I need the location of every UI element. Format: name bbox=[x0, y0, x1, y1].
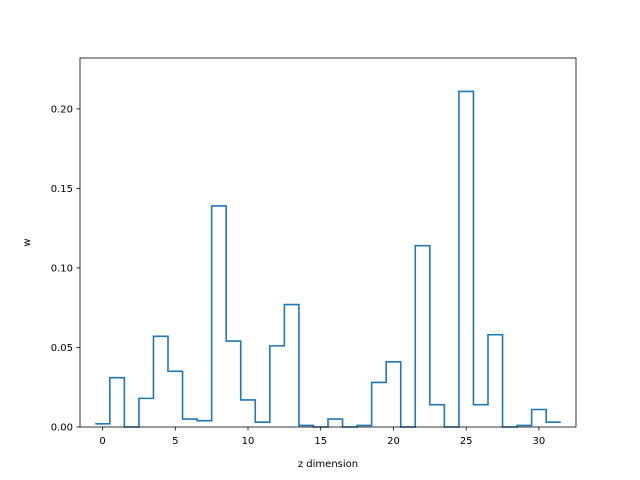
axes-frame bbox=[79, 57, 577, 428]
x-axis-label: z dimension bbox=[298, 459, 358, 470]
x-tick-label: 20 bbox=[387, 436, 400, 447]
x-tick-label: 10 bbox=[242, 436, 255, 447]
y-tick-label: 0.10 bbox=[51, 263, 73, 274]
x-tick-label: 5 bbox=[172, 436, 178, 447]
y-tick-label: 0.20 bbox=[51, 104, 73, 115]
x-tick-label: 25 bbox=[460, 436, 473, 447]
y-tick-label: 0.15 bbox=[51, 184, 73, 195]
y-axis-label: w bbox=[22, 238, 33, 246]
series-0-step-line bbox=[95, 90, 561, 428]
x-axis-ticks: 0 5 10 15 20 25 30 bbox=[99, 427, 545, 447]
x-tick-label: 30 bbox=[533, 436, 546, 447]
y-tick-label: 0.05 bbox=[51, 343, 73, 354]
plot-area bbox=[95, 90, 561, 428]
x-tick-label: 0 bbox=[99, 436, 105, 447]
x-tick-label: 15 bbox=[314, 436, 327, 447]
y-axis-ticks: 0.00 0.05 0.10 0.15 0.20 bbox=[51, 104, 80, 434]
y-tick-label: 0.00 bbox=[51, 423, 73, 434]
